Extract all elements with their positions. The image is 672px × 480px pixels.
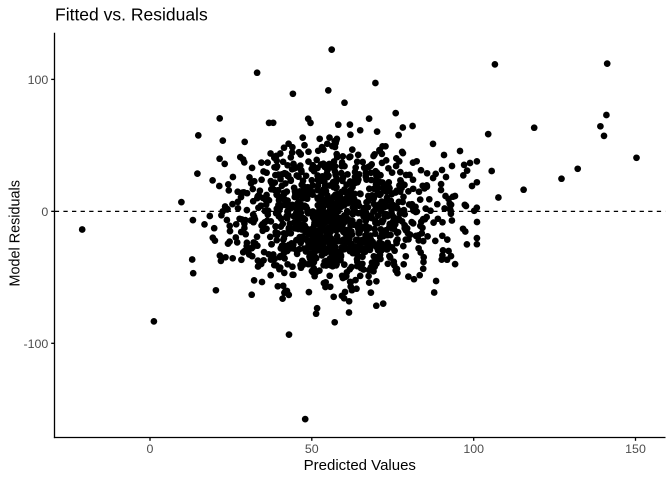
svg-text:150: 150 [625,442,646,456]
svg-text:100: 100 [28,73,49,87]
svg-text:50: 50 [305,442,319,456]
svg-text:0: 0 [147,442,154,456]
svg-text:100: 100 [463,442,484,456]
svg-text:Fitted vs. Residuals: Fitted vs. Residuals [55,4,208,24]
svg-text:0: 0 [41,205,48,219]
svg-text:-100: -100 [23,337,48,351]
svg-text:Predicted Values: Predicted Values [304,457,416,474]
svg-text:Model Residuals: Model Residuals [7,180,23,286]
